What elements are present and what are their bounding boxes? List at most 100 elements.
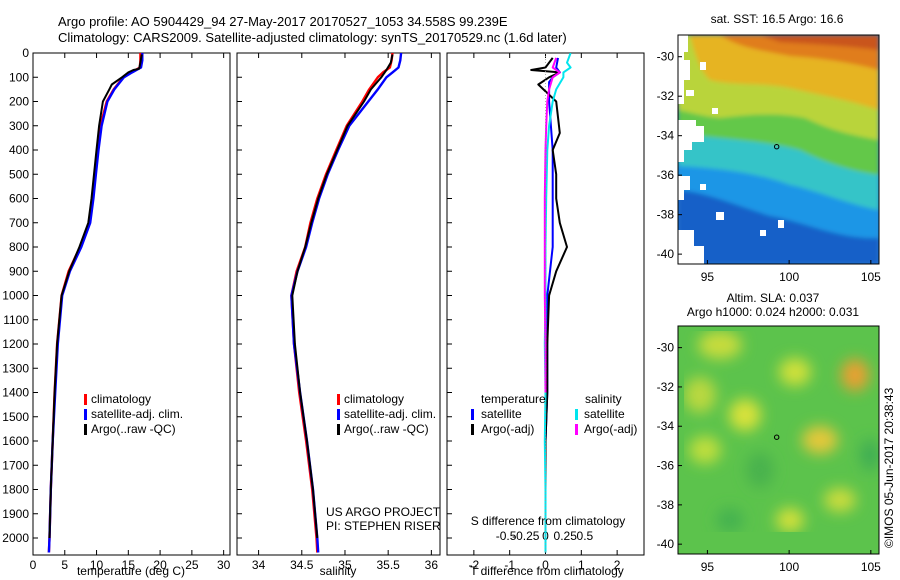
y-tick-label: 1200 [2,337,29,351]
legend-label-argo: Argo(..raw -QC) [344,422,429,436]
sla-green-1 [746,452,774,488]
temperature-x-label: temperature (deg C) [77,564,185,578]
y-tick-label: 0 [22,46,29,60]
pi-annotation: PI: STEPHEN RISER [326,519,441,533]
y-tick-label: 100 [9,70,29,84]
x-tick-label: 35.5 [376,558,400,572]
x-tick-label: 36 [425,558,439,572]
sla-map-frame [677,325,880,555]
cloud-fleck-2 [686,90,694,96]
sla-yellow-4 [779,358,811,386]
salinity-legend: climatology satellite-adj. clim. Argo(..… [337,392,436,436]
legend-label-s-argo: Argo(-adj) [584,422,637,436]
project-annotation: US ARGO PROJECT [326,505,441,519]
y-tick-label: 1300 [2,361,29,375]
legend-label-satellite: satellite-adj. clim. [91,407,183,421]
legend-swatch-climatology [84,394,87,405]
legend-swatch-t-satellite [471,409,474,420]
map-x-tick-label: 95 [701,560,715,574]
legend-header-temperature: temperature [481,392,546,406]
sla-green-3 [716,508,744,532]
map-y-tick-label: -38 [657,498,675,512]
salinity-panel: 34 34.5 35 35.5 36 climatology satellite-adj… [236,52,441,578]
difference-legend: temperature salinity satellite Argo(-adj… [471,392,637,436]
imos-credit: ©IMOS 05-Jun-2017 20:38:43 [882,387,896,548]
y-tick-label: 900 [9,264,29,278]
sla-map-ticks: 95 100 105 -30 -32 -34 -36 -38 -40 [657,341,882,574]
sst-map-panel: sat. SST: 16.5 Argo: 16.6 [657,12,882,284]
legend-swatch-argo [337,424,340,435]
sst-map-frame [677,34,880,265]
y-tick-label: 1700 [2,458,29,472]
x-tick-label: 34 [252,558,266,572]
map-y-tick-label: -40 [657,247,675,261]
x-tick-label: 0 [542,558,549,572]
map-y-tick-label: -40 [657,537,675,551]
salinity-x-label: salinity [320,564,357,578]
sla-green-2 [860,439,879,471]
legend-swatch-t-argo [471,424,474,435]
legend-label-climatology: climatology [91,392,151,406]
y-tick-label: 1400 [2,386,29,400]
series-line-argo-raw-qc- [291,54,394,539]
x-tick-label: 15 [122,558,136,572]
y-tick-label: 800 [9,240,29,254]
map-y-tick-label: -38 [657,208,675,222]
sla-yellow-6 [689,436,721,464]
legend-header-salinity: salinity [585,392,622,406]
map-y-tick-label: -36 [657,459,675,473]
y-tick-label: 200 [9,95,29,109]
cloud-west-3 [678,176,690,200]
y-tick-label: 400 [9,143,29,157]
top-tick-label: 0.25 [554,529,578,543]
top-tick-label: -0.5 [496,529,517,543]
cloud-west-1 [678,35,690,104]
sla-map-title-1: Altim. SLA: 0.037 [727,291,820,305]
map-y-tick-label: -30 [657,341,675,355]
salinity-axes-box [236,52,441,556]
y-tick-label: 1100 [3,313,29,327]
legend-label-t-argo: Argo(-adj) [481,422,534,436]
salinity-x-ticks: 34 34.5 35 35.5 36 [237,52,439,572]
temperature-legend: climatology satellite-adj. clim. Argo(..… [84,392,183,436]
argo-float-marker [773,143,780,150]
y-tick-label: 700 [9,216,29,230]
cloud-southwest [678,230,704,264]
cloud-fleck-7 [700,184,706,190]
y-tick-label: 2000 [2,531,29,545]
difference-series [530,53,572,555]
x-tick-label: 10 [90,558,104,572]
legend-swatch-argo [84,424,87,435]
x-tick-label: 1 [578,558,585,572]
sst-fields [678,35,879,264]
sst-map-image [678,35,879,264]
sla-yellow-3 [729,399,761,431]
cloud-fleck-4 [716,212,724,220]
cloud-fleck-1 [700,62,706,70]
sst-red-band [760,35,879,50]
legend-label-satellite: satellite-adj. clim. [344,407,436,421]
sla-fields [684,331,879,532]
series-line-salinity-argo-adj- [543,57,561,393]
legend-swatch-satellite [84,409,87,420]
map-y-tick-label: -34 [657,419,675,433]
x-tick-label: 0 [30,558,37,572]
x-tick-label: 2 [614,558,621,572]
y-tick-label: 1600 [2,434,29,448]
top-tick-label: -0.25 [512,529,540,543]
header-line-1: Argo profile: AO 5904429_94 27-May-2017 … [58,14,508,29]
y-tick-label: 500 [9,167,29,181]
sla-yellow-7 [776,508,804,532]
temperature-y-ticks: 0 100 200 300 400 500 600 700 800 900 1000 1100 1200… [2,46,38,545]
map-y-tick-label: -32 [657,89,675,103]
x-tick-label: 20 [153,558,167,572]
difference-x-label: T difference from climatology [470,564,624,578]
sla-yellow-1 [698,331,742,359]
x-tick-label: 30 [217,558,231,572]
x-tick-label: 34.5 [290,558,314,572]
cloud-fleck-6 [778,220,784,228]
series-line-argo-raw-qc- [48,54,143,539]
legend-label-argo: Argo(..raw -QC) [91,422,176,436]
sst-cloud-mask [678,35,784,264]
